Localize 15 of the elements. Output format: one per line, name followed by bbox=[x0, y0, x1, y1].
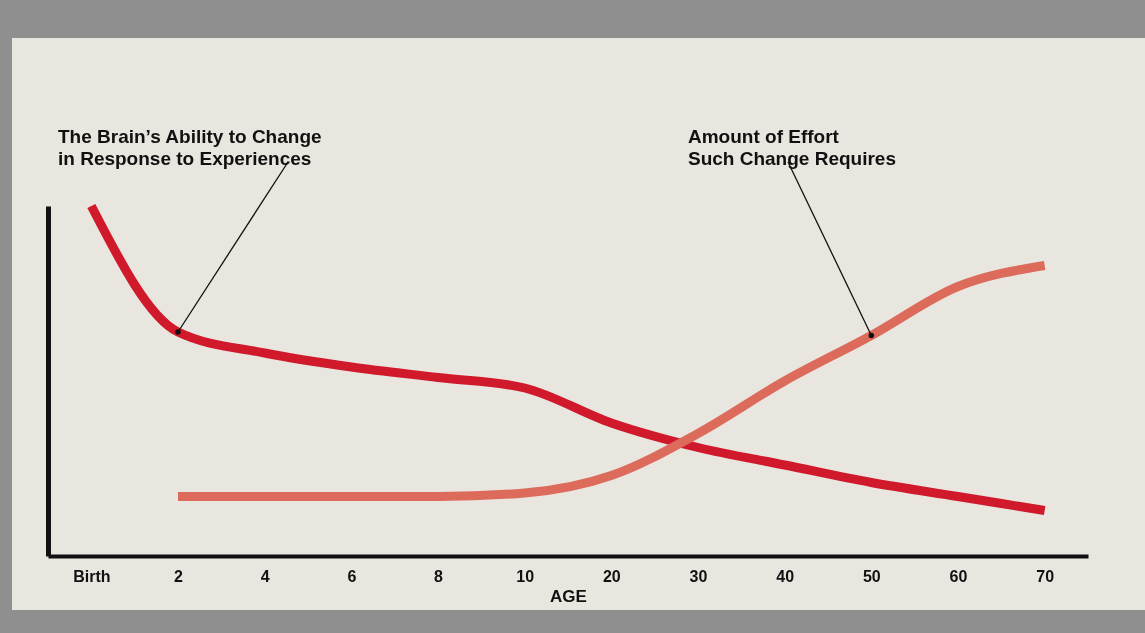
x-tick-label: 60 bbox=[949, 567, 968, 585]
x-tick-label: 70 bbox=[1036, 567, 1055, 585]
x-tick-label: 4 bbox=[260, 567, 270, 585]
annotation: The Brain’s Ability to Change in Response to Experiences bbox=[58, 126, 322, 169]
annotation: Amount of Effort Such Change Requires bbox=[688, 126, 896, 169]
x-tick-label: 30 bbox=[689, 567, 708, 585]
x-tick-label: 2 bbox=[174, 567, 184, 585]
x-tick-label: Birth bbox=[73, 567, 111, 585]
x-tick-label: 20 bbox=[602, 567, 621, 585]
x-tick-label: 50 bbox=[862, 567, 881, 585]
x-tick-label: 40 bbox=[776, 567, 795, 585]
x-tick-label: 8 bbox=[434, 567, 444, 585]
x-tick-label: 10 bbox=[516, 567, 535, 585]
x-axis-title: AGE bbox=[550, 586, 587, 606]
x-tick-label: 6 bbox=[347, 567, 357, 585]
